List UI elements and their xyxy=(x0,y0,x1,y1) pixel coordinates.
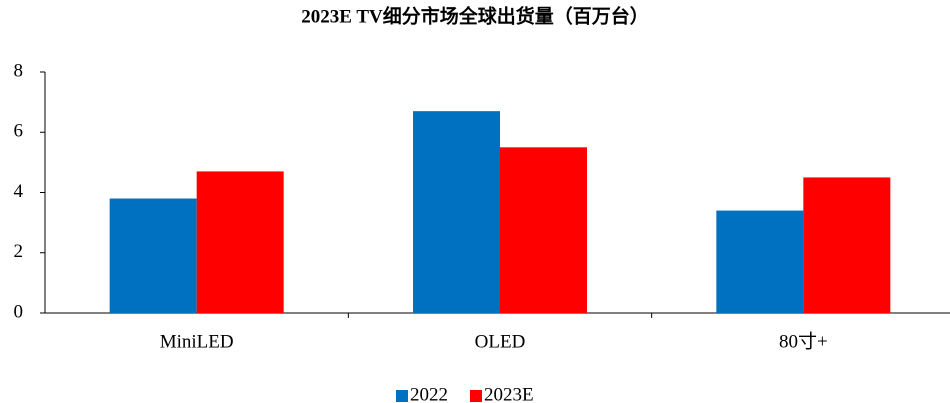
y-tick-label: 6 xyxy=(14,121,24,142)
y-tick-label: 2 xyxy=(14,241,24,262)
legend-swatch xyxy=(470,390,482,402)
bar xyxy=(803,177,891,313)
x-tick-label: OLED xyxy=(475,331,526,352)
bar xyxy=(109,198,197,313)
legend-label: 2022 xyxy=(410,384,448,403)
chart-title: 2023E TV细分市场全球出货量（百万台） xyxy=(301,4,648,27)
bar xyxy=(413,111,500,313)
legend-label: 2023E xyxy=(484,384,534,403)
y-tick-label: 8 xyxy=(14,60,24,81)
x-tick-label: 80寸+ xyxy=(779,330,828,352)
bar xyxy=(716,210,804,313)
bar xyxy=(500,147,587,313)
legend-swatch xyxy=(396,390,408,402)
x-tick-label: MiniLED xyxy=(160,331,234,352)
y-tick-label: 0 xyxy=(14,301,24,322)
y-tick-label: 4 xyxy=(14,181,24,202)
bar xyxy=(196,171,284,313)
